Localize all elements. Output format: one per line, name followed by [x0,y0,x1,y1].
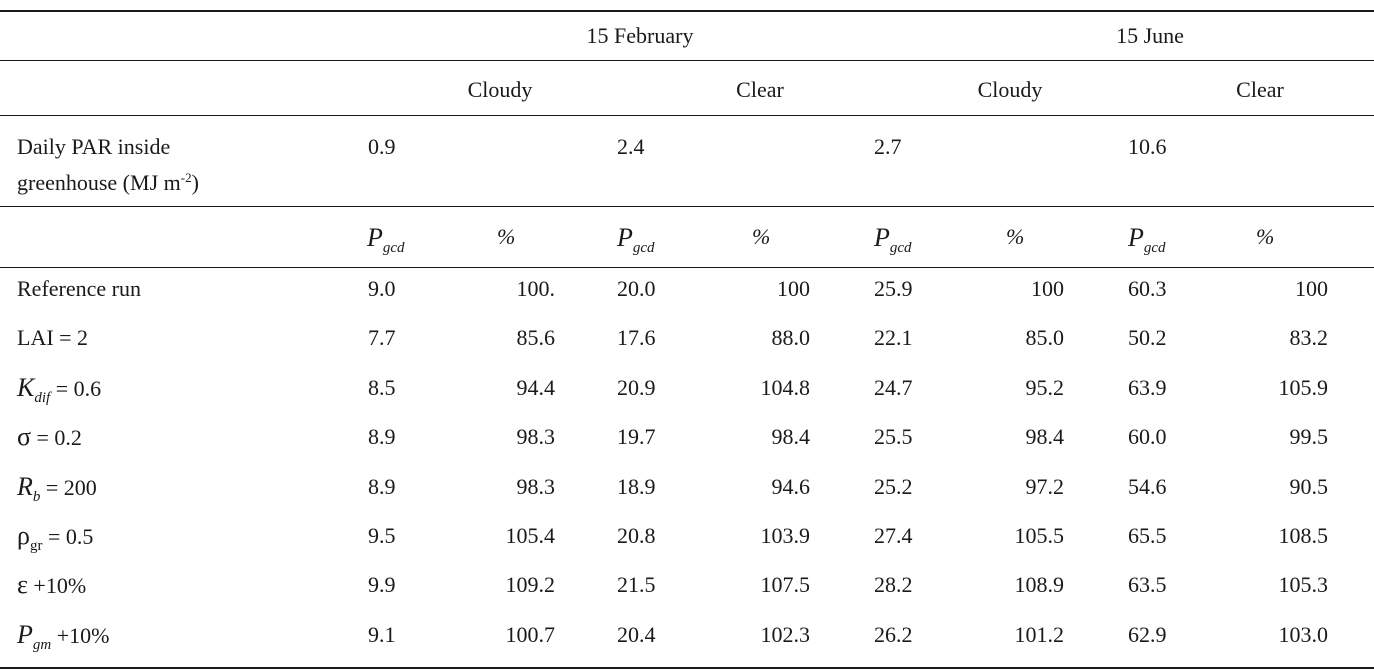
cell-r6-pgcd-jun-cloudy: 27.4 [874,523,913,548]
row-label-sigma: σ = 0.2 [17,422,82,451]
par-rule [0,206,1374,207]
par-label-line2: greenhouse (MJ m-2) [17,170,199,195]
cell-r8-pgcd-jun-cloudy: 26.2 [874,622,913,647]
condition-rule [0,115,1374,116]
cell-r6-pgcd-feb-clear: 20.8 [617,523,656,548]
cell-r2-pgcd-feb-clear: 17.6 [617,325,656,350]
row-label-epsilon: ε +10% [17,570,87,599]
cell-r2-pgcd-feb-cloudy: 7.7 [368,325,396,350]
cell-r2-pct-jun-cloudy: 85.0 [1025,325,1065,350]
cell-r5-pct-feb-cloudy: 98.3 [516,474,556,499]
cell-r5-pgcd-feb-cloudy: 8.9 [368,474,396,499]
cell-r5-pgcd-feb-clear: 18.9 [617,474,656,499]
cell-r1-pgcd-jun-clear: 60.3 [1128,276,1167,301]
cell-r8-pct-jun-cloudy: 101.2 [1014,622,1065,647]
cell-r3-pct-feb-clear: 104.8 [760,375,811,400]
col-pct-4: % [1256,224,1275,249]
cell-r7-pct-feb-clear: 107.5 [760,572,811,597]
cell-r5-pgcd-jun-clear: 54.6 [1128,474,1167,499]
row-label-kdif: Kdif = 0.6 [17,373,102,407]
cell-r8-pgcd-jun-clear: 62.9 [1128,622,1167,647]
top-rule [0,10,1374,12]
par-value-jun-clear: 10.6 [1128,134,1167,159]
cell-r1-pgcd-feb-clear: 20.0 [617,276,656,301]
date-header-feb: 15 February [586,23,694,48]
cell-r1-pct-jun-cloudy: 100 [1031,276,1064,301]
row-label-pgm: Pgm +10% [17,620,110,654]
cell-r2-pgcd-jun-cloudy: 22.1 [874,325,913,350]
par-label-line1: Daily PAR inside [17,134,171,159]
cell-r5-pct-feb-clear: 94.6 [771,474,811,499]
cell-r7-pgcd-jun-clear: 63.5 [1128,572,1167,597]
header-rule [0,60,1374,61]
par-value-feb-clear: 2.4 [617,134,645,159]
cell-r7-pct-jun-cloudy: 108.9 [1014,572,1065,597]
cell-r2-pct-jun-clear: 83.2 [1289,325,1329,350]
cell-r4-pgcd-jun-clear: 60.0 [1128,424,1167,449]
cell-r6-pgcd-feb-cloudy: 9.5 [368,523,396,548]
cell-r1-pgcd-jun-cloudy: 25.9 [874,276,913,301]
col-pgcd-3: Pgcd [874,223,912,257]
cell-r4-pct-jun-clear: 99.5 [1289,424,1329,449]
cell-r8-pct-feb-clear: 102.3 [760,622,811,647]
date-header-jun: 15 June [1116,23,1184,48]
cell-r4-pgcd-feb-cloudy: 8.9 [368,424,396,449]
condition-jun-cloudy: Cloudy [977,77,1043,102]
cell-r5-pct-jun-clear: 90.5 [1289,474,1329,499]
cell-r6-pct-jun-cloudy: 105.5 [1014,523,1065,548]
cell-r7-pct-jun-clear: 105.3 [1278,572,1329,597]
cell-r8-pgcd-feb-clear: 20.4 [617,622,656,647]
cell-r4-pct-feb-clear: 98.4 [771,424,811,449]
cell-r3-pgcd-feb-clear: 20.9 [617,375,656,400]
cell-r3-pgcd-feb-cloudy: 8.5 [368,375,396,400]
condition-jun-clear: Clear [1236,77,1284,102]
col-pct-1: % [497,224,516,249]
cell-r3-pct-jun-clear: 105.9 [1278,375,1329,400]
cell-r5-pct-jun-cloudy: 97.2 [1025,474,1065,499]
cell-r4-pct-jun-cloudy: 98.4 [1025,424,1065,449]
condition-feb-cloudy: Cloudy [467,77,533,102]
row-label-reference: Reference run [17,276,141,301]
cell-r7-pgcd-feb-cloudy: 9.9 [368,572,396,597]
cell-r8-pgcd-feb-cloudy: 9.1 [368,622,396,647]
cell-r3-pct-feb-cloudy: 94.4 [516,375,556,400]
col-pct-2: % [752,224,771,249]
col-pgcd-2: Pgcd [617,223,655,257]
column-header-rule [0,267,1374,268]
cell-r4-pct-feb-cloudy: 98.3 [516,424,556,449]
cell-r1-pct-feb-clear: 100 [777,276,810,301]
cell-r3-pgcd-jun-cloudy: 24.7 [874,375,913,400]
cell-r4-pgcd-feb-clear: 19.7 [617,424,656,449]
cell-r7-pct-feb-cloudy: 109.2 [505,572,556,597]
cell-r1-pct-feb-cloudy: 100. [516,276,556,301]
cell-r6-pct-feb-clear: 103.9 [760,523,811,548]
cell-r6-pct-feb-cloudy: 105.4 [505,523,556,548]
cell-r8-pct-jun-clear: 103.0 [1278,622,1329,647]
cell-r2-pgcd-jun-clear: 50.2 [1128,325,1167,350]
col-pgcd-1: Pgcd [367,223,405,257]
cell-r3-pgcd-jun-clear: 63.9 [1128,375,1167,400]
bottom-rule [0,667,1374,669]
condition-feb-clear: Clear [736,77,784,102]
par-value-jun-cloudy: 2.7 [874,134,902,159]
col-pgcd-4: Pgcd [1128,223,1166,257]
cell-r6-pct-jun-clear: 108.5 [1278,523,1329,548]
row-label-rho: ρgr = 0.5 [17,521,94,555]
cell-r8-pct-feb-cloudy: 100.7 [505,622,556,647]
cell-r7-pgcd-jun-cloudy: 28.2 [874,572,913,597]
cell-r4-pgcd-jun-cloudy: 25.5 [874,424,913,449]
cell-r3-pct-jun-cloudy: 95.2 [1025,375,1065,400]
par-value-feb-cloudy: 0.9 [368,134,396,159]
col-pct-3: % [1006,224,1025,249]
cell-r2-pct-feb-cloudy: 85.6 [516,325,556,350]
cell-r6-pgcd-jun-clear: 65.5 [1128,523,1167,548]
cell-r5-pgcd-jun-cloudy: 25.2 [874,474,913,499]
row-label-rb: Rb = 200 [17,472,97,506]
cell-r1-pgcd-feb-cloudy: 9.0 [368,276,396,301]
cell-r7-pgcd-feb-clear: 21.5 [617,572,656,597]
cell-r1-pct-jun-clear: 100 [1295,276,1328,301]
row-label-lai: LAI = 2 [17,325,89,350]
cell-r2-pct-feb-clear: 88.0 [771,325,811,350]
